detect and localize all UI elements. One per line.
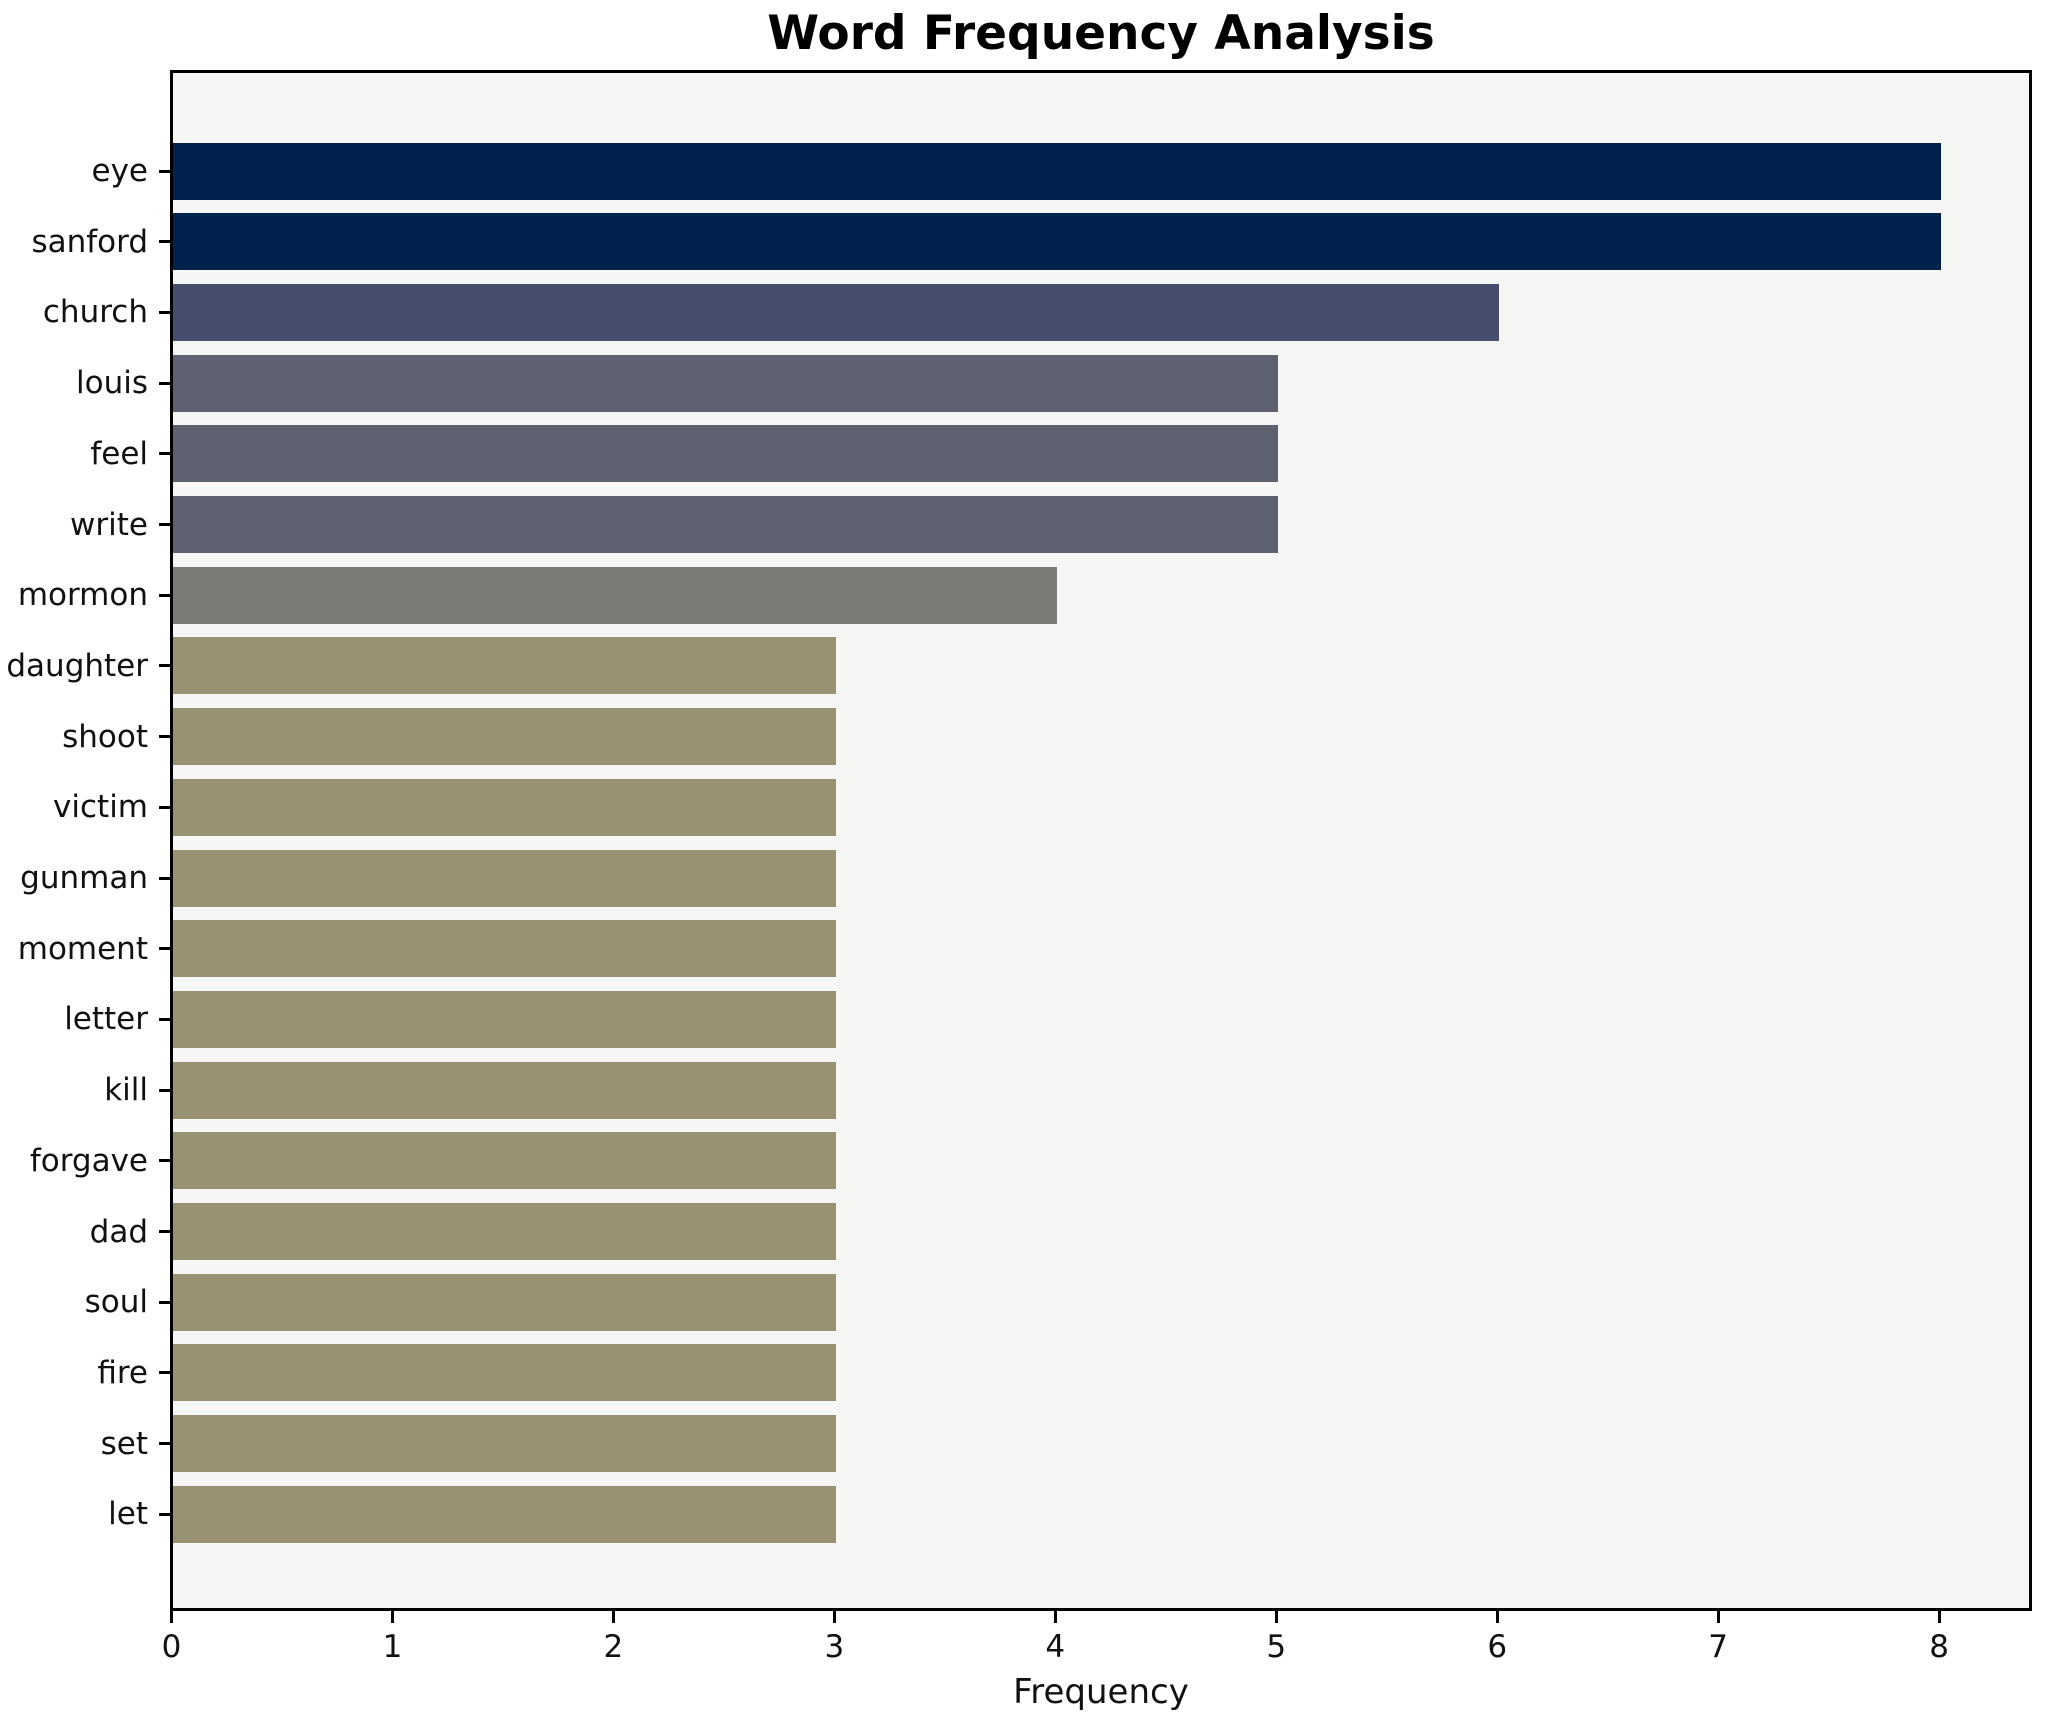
- x-tick-label-5: 5: [1266, 1629, 1287, 1665]
- bar-kill: [173, 1061, 836, 1119]
- x-tick-label-1: 1: [382, 1629, 403, 1665]
- bar-gunman: [173, 849, 836, 907]
- x-tick-mark: [390, 1611, 394, 1623]
- x-tick-mark: [1716, 1611, 1720, 1623]
- x-tick-label-3: 3: [824, 1629, 845, 1665]
- bar-moment: [173, 920, 836, 978]
- y-tick-label-eye: eye: [91, 153, 149, 189]
- bar-fire: [173, 1344, 836, 1402]
- bar-louis: [173, 354, 1278, 412]
- x-tick-label-8: 8: [1929, 1629, 1949, 1665]
- y-tick-mark: [159, 310, 170, 314]
- bar-letter: [173, 990, 836, 1048]
- y-tick-label-louis: louis: [76, 365, 148, 402]
- y-tick-mark: [159, 1017, 170, 1021]
- x-tick-mark: [1495, 1611, 1499, 1623]
- y-tick-mark: [159, 1230, 170, 1233]
- y-tick-label-fire: fire: [97, 1354, 148, 1391]
- y-tick-mark: [159, 735, 170, 739]
- x-tick-label-2: 2: [603, 1629, 624, 1665]
- y-tick-label-kill: kill: [104, 1072, 148, 1109]
- y-tick-mark: [159, 452, 170, 456]
- y-tick-mark: [159, 664, 170, 668]
- y-tick-label-daughter: daughter: [6, 647, 148, 684]
- y-tick-mark: [159, 523, 170, 526]
- bar-feel: [173, 425, 1278, 483]
- bar-church: [173, 283, 1499, 341]
- y-tick-label-shoot: shoot: [62, 718, 148, 755]
- x-tick-mark: [611, 1611, 615, 1623]
- y-tick-label-forgave: forgave: [29, 1142, 148, 1179]
- bar-eye: [173, 142, 1941, 200]
- bar-let: [173, 1485, 836, 1543]
- y-tick-mark: [159, 1512, 170, 1516]
- bar-victim: [173, 778, 836, 836]
- x-axis-label: Frequency: [1013, 1672, 1189, 1712]
- y-tick-label-feel: feel: [90, 435, 148, 472]
- chart-title: Word Frequency Analysis: [767, 6, 1435, 61]
- y-tick-mark: [159, 593, 170, 597]
- y-tick-mark: [159, 1159, 170, 1163]
- y-tick-mark: [159, 1088, 170, 1092]
- y-tick-label-write: write: [70, 506, 148, 543]
- y-tick-label-moment: moment: [17, 930, 148, 967]
- y-tick-mark: [159, 381, 170, 385]
- y-tick-mark: [159, 876, 170, 880]
- x-tick-label-4: 4: [1045, 1629, 1066, 1665]
- y-tick-label-set: set: [100, 1425, 148, 1462]
- bar-daughter: [173, 637, 836, 695]
- y-tick-mark: [159, 1300, 170, 1304]
- y-tick-label-sanford: sanford: [31, 223, 148, 260]
- x-tick-label-0: 0: [161, 1629, 182, 1665]
- y-tick-mark: [159, 805, 170, 809]
- x-tick-mark: [1274, 1611, 1278, 1623]
- y-tick-mark: [159, 947, 170, 951]
- x-tick-mark: [832, 1611, 836, 1623]
- bar-soul: [173, 1273, 836, 1331]
- y-tick-mark: [159, 169, 170, 173]
- y-tick-mark: [159, 1371, 170, 1375]
- y-tick-label-letter: letter: [64, 1001, 148, 1038]
- bar-write: [173, 496, 1278, 553]
- bar-dad: [173, 1203, 836, 1260]
- y-tick-label-mormon: mormon: [17, 577, 148, 614]
- y-tick-label-dad: dad: [89, 1213, 148, 1250]
- bar-shoot: [173, 708, 836, 766]
- y-tick-label-soul: soul: [84, 1284, 148, 1321]
- y-tick-label-gunman: gunman: [20, 860, 148, 896]
- x-tick-mark: [1937, 1611, 1941, 1623]
- x-tick-label-7: 7: [1708, 1629, 1729, 1665]
- y-tick-mark: [159, 240, 170, 244]
- plot-area: [170, 70, 2032, 1611]
- bar-sanford: [173, 213, 1941, 271]
- bar-mormon: [173, 566, 1057, 624]
- y-tick-label-let: let: [108, 1496, 148, 1533]
- bar-set: [173, 1415, 836, 1473]
- y-tick-label-victim: victim: [53, 789, 148, 826]
- x-tick-mark: [170, 1611, 173, 1623]
- bar-forgave: [173, 1132, 836, 1190]
- y-tick-mark: [159, 1442, 170, 1446]
- x-tick-label-6: 6: [1487, 1629, 1508, 1665]
- x-tick-mark: [1053, 1611, 1057, 1623]
- y-tick-label-church: church: [42, 294, 148, 331]
